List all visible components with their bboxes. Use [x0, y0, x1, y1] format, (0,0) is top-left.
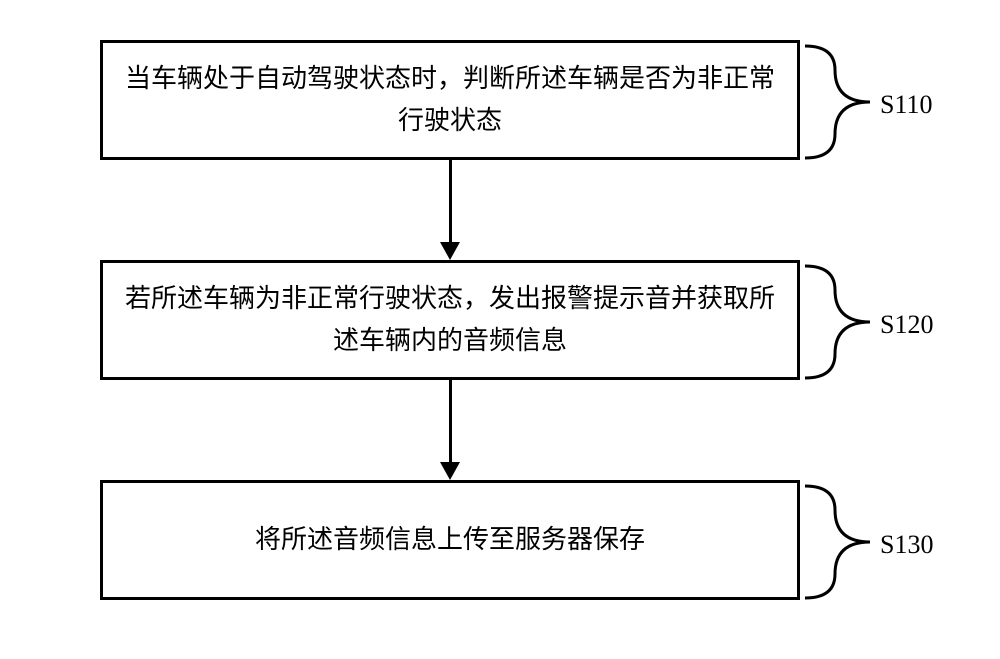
step-text: 将所述音频信息上传至服务器保存: [255, 519, 645, 561]
label-text: S120: [880, 310, 933, 339]
bracket-s120: [800, 260, 875, 385]
step-text: 若所述车辆为非正常行驶状态，发出报警提示音并获取所述车辆内的音频信息: [123, 278, 777, 361]
step-label-s110: S110: [880, 90, 933, 120]
flowchart-container: 当车辆处于自动驾驶状态时，判断所述车辆是否为非正常行驶状态 S110 若所述车辆…: [50, 30, 950, 630]
step-label-s130: S130: [880, 530, 933, 560]
step-box-s130: 将所述音频信息上传至服务器保存: [100, 480, 800, 600]
bracket-s130: [800, 480, 875, 605]
arrow-line-2-3: [449, 380, 452, 464]
step-label-s120: S120: [880, 310, 933, 340]
arrow-head-1-2: [440, 242, 460, 260]
arrow-head-2-3: [440, 462, 460, 480]
label-text: S130: [880, 530, 933, 559]
arrow-line-1-2: [449, 160, 452, 244]
step-box-s120: 若所述车辆为非正常行驶状态，发出报警提示音并获取所述车辆内的音频信息: [100, 260, 800, 380]
step-box-s110: 当车辆处于自动驾驶状态时，判断所述车辆是否为非正常行驶状态: [100, 40, 800, 160]
step-text: 当车辆处于自动驾驶状态时，判断所述车辆是否为非正常行驶状态: [123, 58, 777, 141]
label-text: S110: [880, 90, 933, 119]
bracket-s110: [800, 40, 875, 165]
